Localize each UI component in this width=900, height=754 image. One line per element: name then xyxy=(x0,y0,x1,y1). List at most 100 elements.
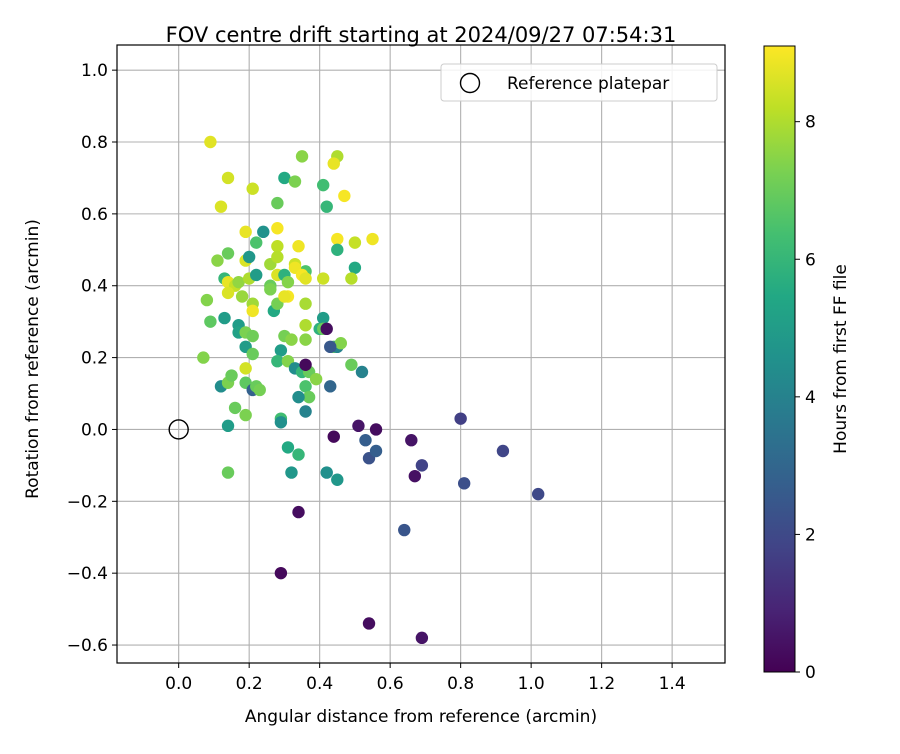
data-point xyxy=(345,272,358,285)
data-point xyxy=(239,225,252,239)
data-point xyxy=(218,311,231,325)
data-point xyxy=(239,362,252,375)
colorbar-tick-label: 4 xyxy=(805,388,816,408)
data-point xyxy=(271,250,284,264)
data-point xyxy=(345,358,358,371)
data-point xyxy=(299,297,312,310)
x-tick-label: 1.0 xyxy=(518,674,545,694)
data-point xyxy=(496,444,510,458)
data-point xyxy=(408,469,422,483)
chart-title: FOV centre drift starting at 2024/09/27 … xyxy=(166,23,677,47)
x-tick-label: 0.0 xyxy=(165,674,192,694)
legend-box xyxy=(440,63,718,102)
data-point xyxy=(246,347,259,361)
y-axis-label: Rotation from reference (arcmin) xyxy=(23,219,43,499)
data-point xyxy=(285,333,298,346)
data-point xyxy=(454,412,467,425)
y-axis-ticks: −0.6 −0.4 −0.2 0.0 0.2 0.4 0.6 0.8 1.0 xyxy=(67,61,117,656)
data-point xyxy=(246,329,259,343)
data-point xyxy=(246,304,259,318)
data-point xyxy=(302,390,316,404)
data-point xyxy=(334,337,348,350)
colorbar-tick-label: 0 xyxy=(805,663,816,683)
data-point xyxy=(274,344,288,357)
data-point xyxy=(271,240,284,253)
data-point xyxy=(348,236,362,249)
reference-platepar-marker xyxy=(168,419,189,440)
data-point xyxy=(415,459,429,472)
data-point xyxy=(292,448,305,461)
data-point xyxy=(204,135,217,149)
data-point xyxy=(327,157,340,170)
data-point xyxy=(232,275,245,289)
data-point xyxy=(278,290,291,303)
data-point xyxy=(285,466,298,479)
data-point xyxy=(309,372,323,386)
data-point xyxy=(221,286,235,300)
colorbar-tick-label: 2 xyxy=(805,525,816,545)
data-point xyxy=(271,196,284,210)
data-point xyxy=(274,566,288,580)
data-point xyxy=(299,380,312,393)
x-tick-label: 0.2 xyxy=(236,674,263,694)
data-point xyxy=(271,354,284,368)
data-points xyxy=(197,135,545,645)
y-tick-label: 1.0 xyxy=(81,61,108,81)
x-axis-label: Angular distance from reference (arcmin) xyxy=(245,707,597,727)
y-tick-label: −0.2 xyxy=(67,492,108,512)
data-point xyxy=(320,200,333,213)
data-point xyxy=(257,225,270,239)
data-point xyxy=(299,405,312,418)
data-point xyxy=(221,466,235,479)
x-tick-label: 1.2 xyxy=(588,674,615,694)
data-point xyxy=(292,390,305,404)
data-point xyxy=(299,272,312,285)
data-point xyxy=(331,243,344,257)
data-point xyxy=(316,178,330,192)
data-point xyxy=(398,523,411,537)
data-point xyxy=(200,293,214,307)
data-point xyxy=(288,175,302,188)
data-point xyxy=(295,150,309,163)
data-point xyxy=(221,171,235,185)
data-point xyxy=(278,171,291,185)
data-point xyxy=(359,434,372,447)
data-point xyxy=(405,434,418,447)
y-tick-label: 0.4 xyxy=(81,277,108,297)
legend: Reference platepar xyxy=(440,63,718,102)
data-point xyxy=(214,200,228,213)
data-point xyxy=(366,232,379,246)
data-point xyxy=(235,290,249,303)
x-tick-label: 1.4 xyxy=(659,674,686,694)
x-tick-label: 0.6 xyxy=(377,674,404,694)
data-point xyxy=(457,477,471,490)
data-point xyxy=(204,315,217,328)
data-point xyxy=(369,423,383,436)
y-tick-label: 0.2 xyxy=(81,349,108,369)
x-axis-ticks: 0.0 0.2 0.4 0.6 0.8 1.0 1.2 1.4 xyxy=(165,663,686,694)
data-point xyxy=(299,333,312,346)
data-point xyxy=(239,408,252,422)
y-tick-label: 0.0 xyxy=(81,420,108,440)
data-point xyxy=(221,419,235,433)
data-point xyxy=(271,222,284,235)
data-point xyxy=(331,473,344,486)
data-point xyxy=(253,383,266,397)
plot-frame xyxy=(116,44,726,664)
data-point xyxy=(324,340,337,354)
reference-marker xyxy=(168,419,189,440)
data-point xyxy=(228,401,242,415)
y-tick-label: −0.6 xyxy=(67,636,108,656)
data-point xyxy=(264,283,277,296)
data-point xyxy=(320,466,333,479)
data-point xyxy=(299,319,312,332)
y-tick-label: 0.8 xyxy=(81,133,108,153)
data-point xyxy=(225,369,238,382)
y-tick-label: −0.4 xyxy=(67,564,108,584)
data-point xyxy=(355,365,369,379)
colorbar-label: Hours from first FF file xyxy=(831,264,851,454)
data-point xyxy=(274,416,288,429)
data-point xyxy=(221,247,235,260)
data-point xyxy=(292,240,305,253)
